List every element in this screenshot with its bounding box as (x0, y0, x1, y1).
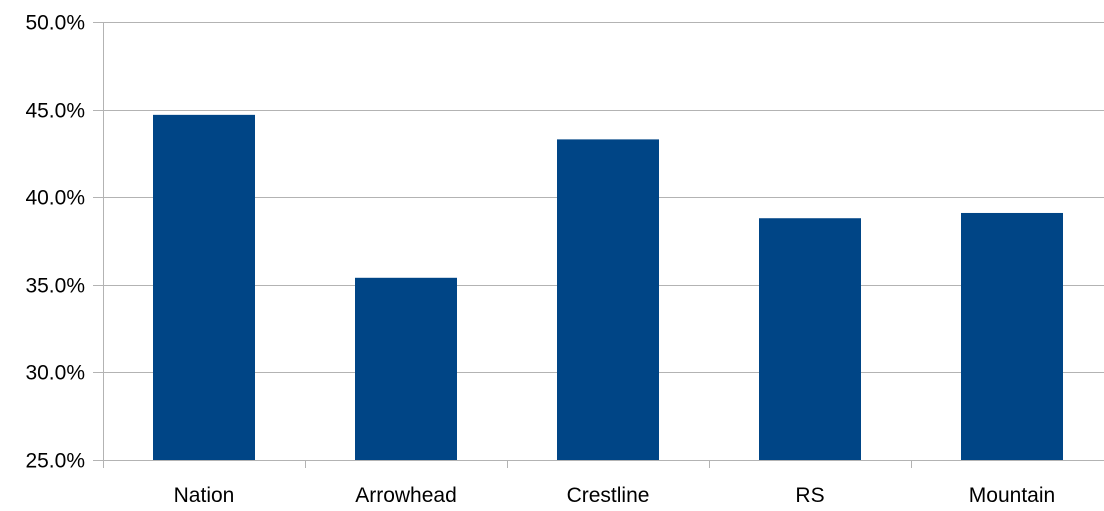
y-tick-label: 35.0% (25, 275, 85, 298)
bar-nation (153, 115, 255, 460)
y-tick-label: 50.0% (25, 12, 85, 35)
bar-arrowhead (355, 278, 457, 460)
x-tick-label: Nation (174, 484, 235, 506)
bars (153, 115, 1063, 460)
bar-mountain (961, 213, 1063, 460)
y-tick-label: 30.0% (25, 362, 85, 385)
x-tick-label: Crestline (567, 484, 650, 506)
y-tick-label: 40.0% (25, 187, 85, 210)
x-tick-label: Arrowhead (355, 484, 457, 506)
bar-rs (759, 218, 861, 460)
x-tick-label: Mountain (969, 484, 1055, 506)
y-tick-label: 45.0% (25, 100, 85, 123)
x-tick-label: RS (795, 484, 824, 506)
y-tick-labels: 25.0% 30.0% 35.0% 40.0% 45.0% 50.0% (25, 12, 85, 473)
y-tick-label: 25.0% (25, 450, 85, 473)
bar-crestline (557, 139, 659, 460)
x-tick-labels: Nation Arrowhead Crestline RS Mountain (174, 484, 1056, 506)
